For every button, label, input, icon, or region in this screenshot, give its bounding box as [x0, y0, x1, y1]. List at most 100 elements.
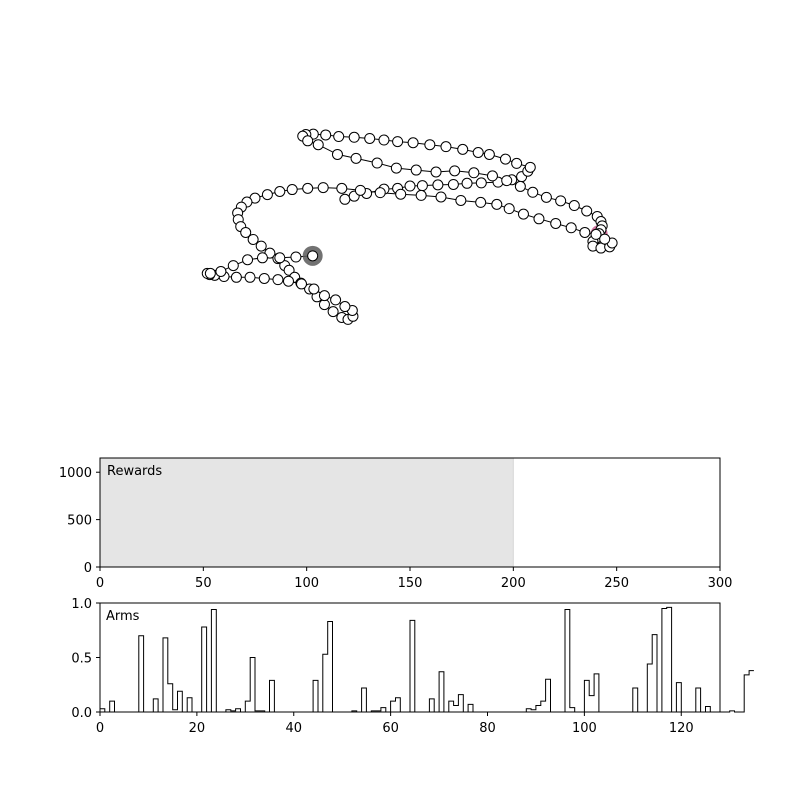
rewards-x-tick-label: 100 [294, 576, 319, 591]
trajectory-point [533, 213, 545, 225]
trajectory-point [440, 141, 452, 153]
arms-x-tick-label: 120 [669, 721, 694, 736]
arms-panel: Arms 0 20 40 60 80 100 120 0.0 0.5 1.0 [71, 597, 754, 736]
trajectory-point [274, 252, 286, 264]
trajectory-point [339, 193, 351, 205]
trajectory-point [468, 167, 480, 179]
arms-x-tick-label: 40 [285, 721, 302, 736]
trajectory-point [354, 184, 366, 196]
rewards-x-tick-label: 50 [195, 576, 212, 591]
arms-x-tick-label: 100 [572, 721, 597, 736]
trajectory-point [449, 165, 461, 177]
trajectory-point [457, 143, 469, 155]
arms-x-tick-label: 80 [479, 721, 496, 736]
trajectory-point [483, 148, 495, 160]
trajectory-point [258, 272, 270, 284]
arms-y-tick-label: 0.5 [71, 652, 92, 667]
arms-y-axis: 0.0 0.5 1.0 [71, 597, 100, 721]
trajectory-point [282, 275, 294, 287]
trajectory-point [339, 301, 351, 313]
trajectory-plot [201, 128, 618, 325]
trajectory-point [455, 194, 467, 206]
trajectory-point [307, 250, 319, 262]
rewards-x-tick-label: 0 [96, 576, 104, 591]
trajectory-point [416, 180, 428, 192]
arms-x-tick-label: 0 [96, 721, 104, 736]
trajectory-point [255, 240, 267, 252]
trajectory-point [296, 278, 307, 290]
trajectory-point [256, 252, 268, 264]
rewards-y-tick-label: 500 [67, 514, 92, 529]
trajectory-point [244, 271, 256, 283]
trajectory-point [415, 189, 427, 201]
trajectory-point [302, 182, 314, 194]
trajectory-point [472, 147, 484, 158]
trajectory-point [333, 131, 345, 143]
arms-label: Arms [106, 609, 140, 624]
rewards-label: Rewards [107, 464, 162, 479]
trajectory-point [404, 180, 416, 192]
trajectory-point [290, 251, 302, 263]
trajectory-point [447, 178, 459, 190]
arms-x-tick-label: 60 [382, 721, 399, 736]
trajectory-point [331, 148, 343, 160]
trajectory-point [424, 139, 436, 151]
trajectory-point [348, 131, 360, 143]
trajectory-point [475, 177, 487, 189]
trajectory-point [378, 134, 390, 146]
trajectory-point [430, 166, 442, 178]
rewards-panel: Rewards 0 50 100 150 200 250 300 0 500 1000 [59, 457, 733, 591]
trajectory-point [371, 157, 383, 169]
trajectory-point [330, 294, 342, 306]
arms-y-tick-label: 0.0 [71, 706, 92, 721]
trajectory-point [286, 184, 298, 196]
trajectory-point [261, 189, 273, 201]
trajectory-point [204, 267, 216, 279]
trajectory-point [227, 260, 239, 272]
trajectory-point [435, 191, 447, 203]
trajectory-point [320, 129, 332, 141]
trajectory-point [599, 233, 611, 245]
trajectory-point [540, 191, 552, 203]
trajectory-point [230, 271, 242, 283]
trajectory-point [461, 177, 473, 189]
trajectory-point [312, 139, 324, 151]
trajectory-point [514, 180, 526, 192]
trajectory-point [364, 132, 376, 144]
trajectory-point [318, 290, 330, 302]
trajectory-point [511, 157, 523, 169]
arms-x-tick-label: 20 [189, 721, 206, 736]
trajectory-point [527, 186, 539, 198]
rewards-y-axis: 0 500 1000 [59, 466, 100, 576]
trajectory-point [272, 274, 284, 286]
trajectory-point [240, 226, 252, 238]
trajectory-point [590, 228, 602, 240]
trajectory-point [524, 161, 536, 173]
arms-y-tick-label: 1.0 [71, 597, 92, 612]
trajectory-point [579, 226, 591, 238]
trajectory-point [327, 306, 339, 318]
trajectory-point [242, 254, 254, 266]
trajectory-point [432, 179, 444, 191]
trajectory-point [486, 170, 498, 182]
trajectory-point [475, 196, 487, 208]
trajectory-point [565, 222, 577, 234]
trajectory-point [215, 265, 227, 277]
trajectory-point [336, 182, 348, 194]
trajectory-point [491, 198, 503, 210]
trajectory-point [302, 135, 314, 147]
rewards-x-tick-label: 250 [604, 576, 629, 591]
trajectory-point [247, 233, 259, 245]
trajectory-point [501, 175, 513, 187]
rewards-x-tick-label: 300 [708, 576, 733, 591]
trajectory-point [555, 195, 567, 207]
trajectory-point [374, 187, 386, 199]
rewards-y-tick-label: 0 [84, 561, 92, 576]
trajectory-point [317, 182, 329, 194]
trajectory-point [274, 186, 286, 197]
trajectory-point [350, 152, 362, 164]
trajectory-point [395, 188, 407, 200]
trajectory-point [407, 137, 419, 149]
